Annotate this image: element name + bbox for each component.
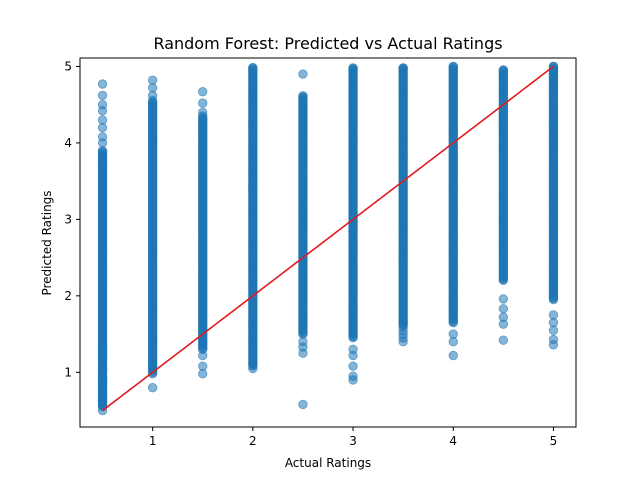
data-point <box>298 91 308 101</box>
outlier-point <box>498 294 509 304</box>
outlier-point <box>147 382 158 393</box>
y-tick-label: 2 <box>64 289 72 303</box>
outlier-point <box>348 361 358 371</box>
data-point <box>97 145 108 156</box>
outlier-point <box>198 350 208 361</box>
outlier-point <box>97 344 108 355</box>
outlier-point <box>248 63 258 73</box>
outlier-point <box>348 344 358 355</box>
outlier-point <box>498 335 509 345</box>
outlier-point <box>248 363 258 374</box>
y-tick-label: 1 <box>64 365 72 379</box>
reference-line-group <box>102 65 554 412</box>
reference-line <box>102 65 554 412</box>
outlier-point <box>398 63 408 73</box>
x-tick-label: 5 <box>550 434 558 448</box>
outlier-point <box>298 337 308 347</box>
outlier-point <box>97 372 108 383</box>
x-axis: 1 2 3 4 5 <box>149 427 557 448</box>
outlier-point <box>198 361 208 371</box>
plot-frame <box>79 57 577 428</box>
y-tick-label: 3 <box>64 212 72 226</box>
y-axis: 1 2 3 4 5 <box>64 59 80 379</box>
x-tick-label: 1 <box>149 434 157 448</box>
outlier-point <box>498 65 509 75</box>
outlier-point <box>498 304 509 314</box>
outlier-point <box>198 98 208 108</box>
outlier-point <box>298 399 308 410</box>
x-tick-label: 3 <box>349 434 357 448</box>
outlier-point <box>448 329 458 339</box>
y-tick-label: 4 <box>64 136 72 150</box>
outlier-point <box>548 310 559 320</box>
y-axis-label: Predicted Ratings <box>40 190 54 295</box>
scatter-points <box>97 61 559 416</box>
outlier-point <box>198 107 208 117</box>
y-tick-label: 5 <box>64 59 72 73</box>
chart-title: Random Forest: Predicted vs Actual Ratin… <box>153 34 502 53</box>
outlier-point <box>97 99 108 110</box>
x-tick-label: 2 <box>249 434 257 448</box>
outlier-point <box>198 86 208 97</box>
outlier-point <box>147 75 158 85</box>
outlier-point <box>448 350 458 361</box>
outlier-point <box>548 334 559 345</box>
outlier-point <box>448 61 458 72</box>
outlier-point <box>97 132 108 142</box>
x-axis-label: Actual Ratings <box>285 456 371 470</box>
outlier-point <box>147 369 158 379</box>
outlier-point <box>97 90 108 101</box>
outlier-point <box>97 115 108 125</box>
outlier-point <box>97 79 108 89</box>
outlier-point <box>498 312 509 322</box>
outlier-point <box>348 371 358 381</box>
outlier-point <box>398 325 408 335</box>
x-tick-label: 4 <box>449 434 457 448</box>
outlier-point <box>348 63 358 73</box>
outlier-point <box>97 363 108 374</box>
outlier-point <box>298 69 308 79</box>
